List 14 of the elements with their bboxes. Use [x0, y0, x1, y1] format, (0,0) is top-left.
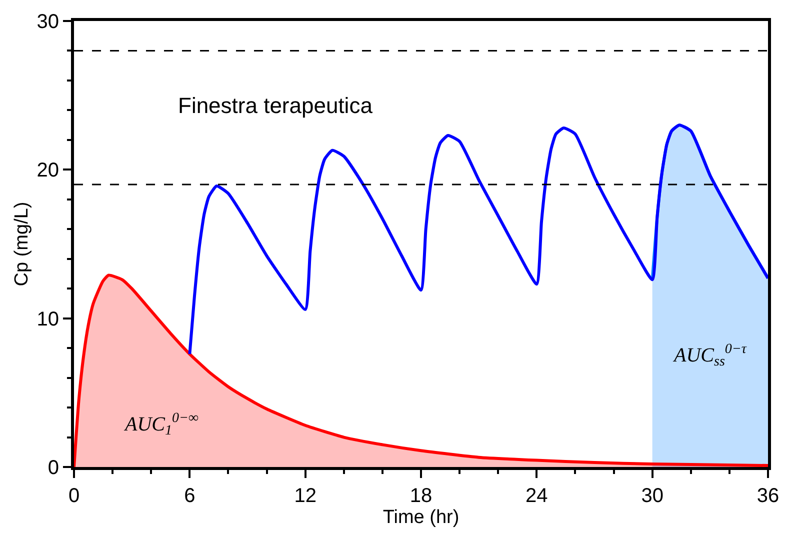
y-tick-label: 10 [36, 308, 59, 330]
y-tick-label: 0 [48, 457, 59, 479]
x-tick-label: 0 [68, 485, 80, 507]
x-tick-label: 6 [184, 485, 196, 507]
y-tick-label: 30 [36, 11, 59, 33]
x-tick-label: 18 [410, 485, 432, 507]
x-tick-label: 30 [641, 485, 664, 507]
x-tick-label: 12 [294, 485, 316, 507]
x-axis-title: Time (hr) [382, 507, 460, 528]
x-tick-label: 36 [756, 485, 780, 507]
y-tick-label: 20 [36, 160, 59, 182]
y-axis-title: Cp (mg/L) [12, 202, 33, 286]
x-tick-label: 24 [526, 485, 548, 507]
annotation: Finestra terapeutica [178, 93, 374, 118]
